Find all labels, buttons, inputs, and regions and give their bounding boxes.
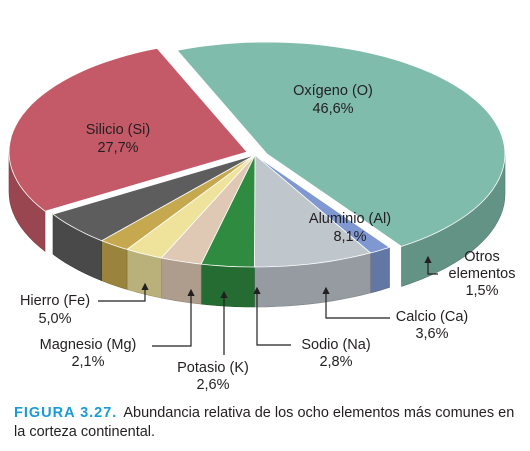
label-oxigeno-value: 46,6% [312, 101, 353, 117]
leader-lines [98, 255, 438, 355]
pie-slice-magnesio [101, 154, 256, 250]
leader-line-calcio [322, 286, 390, 319]
label-hierro-name: Hierro (Fe) [20, 293, 90, 309]
label-magnesio-name: Magnesio (Mg) [40, 337, 137, 353]
pie-side-sodio [161, 257, 202, 305]
pie-slice-sodio [160, 154, 256, 265]
label-silicio-name: Silicio (Si) [86, 122, 150, 138]
pie-slice-hierro [52, 154, 256, 242]
pie-side-calcio [200, 263, 255, 308]
label-otros-value: 1,5% [465, 283, 498, 299]
pie-slice-potasio [126, 154, 256, 259]
label-oxigeno: Oxígeno (O) 46,6% [293, 83, 373, 117]
label-potasio-value: 2,6% [196, 377, 229, 393]
leader-line-magnesio [152, 288, 195, 347]
label-magnesio: Magnesio (Mg) 2,1% [40, 337, 137, 370]
label-aluminio-name: Aluminio (Al) [309, 211, 391, 227]
label-sodio: Sodio (Na) 2,8% [301, 337, 370, 370]
label-calcio-name: Calcio (Ca) [396, 309, 469, 325]
pie-slice-aluminio [254, 154, 371, 268]
label-silicio-value: 27,7% [97, 140, 138, 156]
label-aluminio: Aluminio (Al) 8,1% [309, 211, 391, 245]
label-oxigeno-name: Oxígeno (O) [293, 83, 373, 99]
label-potasio-name: Potasio (K) [177, 360, 249, 376]
pie-chart: Oxígeno (O) 46,6% Silicio (Si) 27,7% Alu… [8, 41, 516, 393]
pie-slice-silicio [8, 47, 248, 212]
label-sodio-name: Sodio (Na) [301, 337, 370, 353]
leader-line-sodio [253, 286, 291, 346]
label-calcio: Calcio (Ca) 3,6% [396, 309, 469, 342]
label-aluminio-value: 8,1% [333, 229, 366, 245]
label-otros-line2: elementos [449, 266, 516, 282]
label-otros-line1: Otros [464, 249, 499, 265]
figure-caption: FIGURA 3.27. Abundancia relativa de los o… [14, 404, 519, 442]
pie-slice-oxigeno [176, 41, 506, 247]
leader-line-hierro [98, 282, 149, 302]
leader-line-otros [424, 255, 438, 275]
label-magnesio-value: 2,1% [71, 354, 104, 370]
label-otros: Otros elementos 1,5% [449, 249, 516, 299]
figure-caption-label: FIGURA 3.27. [14, 405, 118, 421]
label-hierro: Hierro (Fe) 5,0% [20, 293, 90, 327]
label-silicio: Silicio (Si) 27,7% [86, 122, 150, 156]
figure-caption-text: Abundancia relativa de los ocho elemento… [14, 405, 515, 440]
label-hierro-value: 5,0% [38, 311, 71, 327]
pie-side-otros [370, 246, 390, 294]
pie-slices [8, 41, 506, 308]
label-potasio: Potasio (K) 2,6% [177, 360, 249, 393]
pie-slice-otros [254, 154, 390, 254]
label-calcio-value: 3,6% [415, 326, 448, 342]
label-sodio-value: 2,8% [319, 354, 352, 370]
